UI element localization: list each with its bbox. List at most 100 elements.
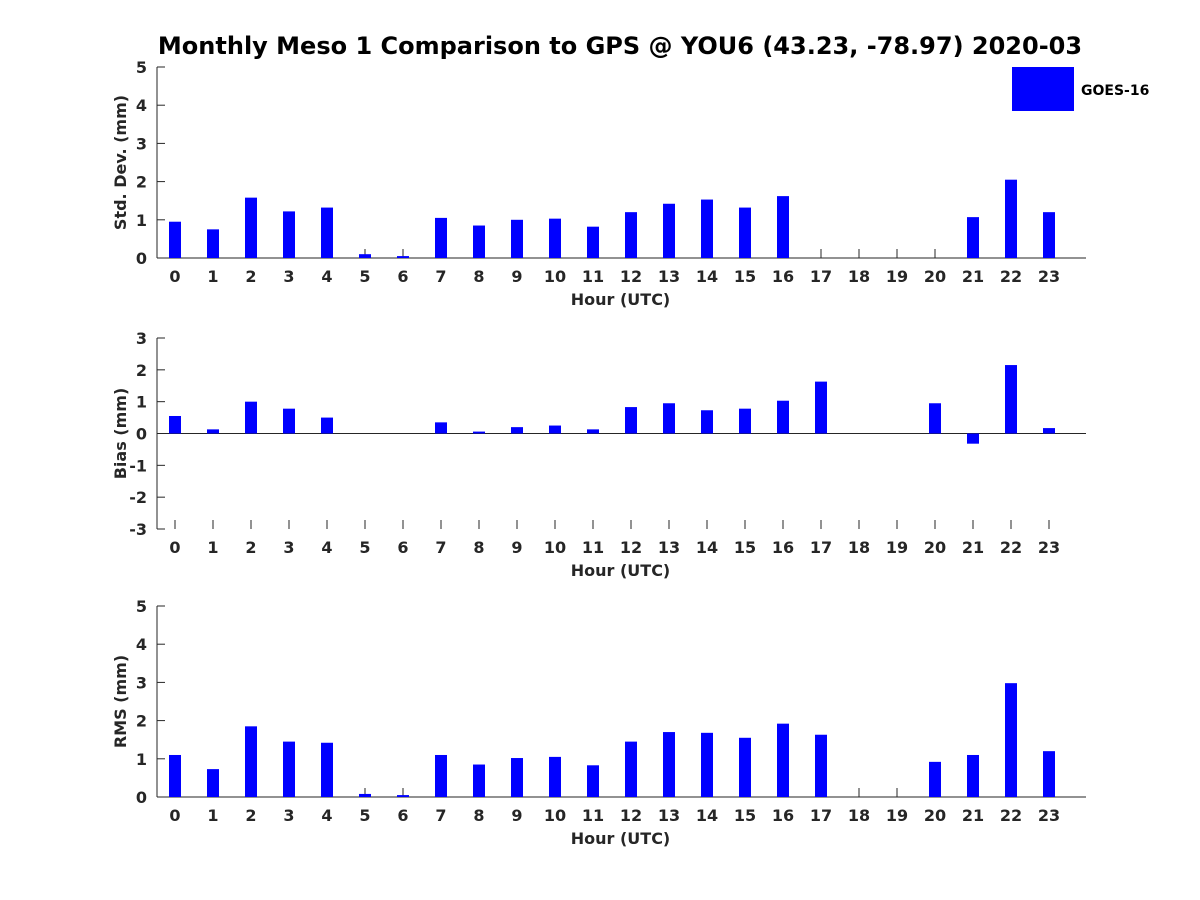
bias-x-tick-label: 18	[848, 538, 870, 557]
rms-bar-11	[587, 765, 599, 797]
bias-bar-8	[473, 431, 485, 434]
rms-bar-3	[283, 741, 295, 797]
legend: GOES-16	[1012, 67, 1149, 111]
std-x-tick-label: 11	[582, 267, 604, 286]
rms-bar-22	[1005, 683, 1017, 797]
std-bar-0	[169, 221, 181, 258]
bias-x-tick-label: 11	[582, 538, 604, 557]
std-bar-2	[245, 197, 257, 258]
rms-bar-9	[511, 758, 523, 797]
std-bar-1	[207, 229, 219, 258]
bias-x-tick-label: 23	[1038, 538, 1060, 557]
std-x-tick-label: 10	[544, 267, 566, 286]
rms-bar-21	[967, 754, 979, 797]
bias-x-tick-label: 0	[169, 538, 180, 557]
std-x-tick-label: 2	[245, 267, 256, 286]
rms-x-tick-label: 9	[511, 806, 522, 825]
rms-x-tick-label: 12	[620, 806, 642, 825]
std-x-tick-label: 14	[696, 267, 718, 286]
std-x-tick-label: 0	[169, 267, 180, 286]
std-x-tick-label: 7	[435, 267, 446, 286]
rms-x-tick-label: 2	[245, 806, 256, 825]
rms-bar-8	[473, 764, 485, 797]
std-bar-5	[359, 254, 371, 258]
std-bar-23	[1043, 212, 1055, 258]
bias-bar-21	[967, 433, 979, 444]
std-bar-21	[967, 217, 979, 258]
rms-x-tick-label: 4	[321, 806, 332, 825]
std-x-tick-label: 9	[511, 267, 522, 286]
bias-x-tick-label: 19	[886, 538, 908, 557]
std-y-tick-label: 5	[136, 58, 147, 77]
bias-bar-0	[169, 415, 181, 434]
std-bar-3	[283, 211, 295, 258]
bias-x-tick-label: 8	[473, 538, 484, 557]
bias-x-tick-label: 20	[924, 538, 946, 557]
rms-y-tick-label: 5	[136, 597, 147, 616]
rms-x-tick-label: 0	[169, 806, 180, 825]
std-x-tick-label: 12	[620, 267, 642, 286]
bias-x-tick-label: 15	[734, 538, 756, 557]
rms-bar-12	[625, 741, 637, 797]
rms-y-tick-label: 4	[136, 635, 147, 654]
bias-x-tick-label: 9	[511, 538, 522, 557]
rms-y-tick-label: 3	[136, 673, 147, 692]
std-bar-15	[739, 207, 751, 258]
rms-bar-7	[435, 754, 447, 797]
bias-bar-1	[207, 429, 219, 434]
std-y-tick-label: 2	[136, 173, 147, 192]
std-bar-9	[511, 219, 523, 258]
std-x-tick-label: 22	[1000, 267, 1022, 286]
legend-swatch	[1012, 67, 1074, 111]
std-x-tick-label: 21	[962, 267, 984, 286]
rms-x-tick-label: 5	[359, 806, 370, 825]
chart-title: Monthly Meso 1 Comparison to GPS @ YOU6 …	[158, 32, 1082, 60]
std-bar-16	[777, 196, 789, 258]
bias-bar-4	[321, 417, 333, 434]
rms-x-tick-label: 10	[544, 806, 566, 825]
bias-x-tick-label: 12	[620, 538, 642, 557]
std-bar-13	[663, 203, 675, 258]
bias-y-tick-label: -3	[129, 520, 147, 539]
std-bar-4	[321, 207, 333, 258]
rms-bar-10	[549, 756, 561, 797]
rms-x-tick-label: 14	[696, 806, 718, 825]
rms-bar-20	[929, 761, 941, 797]
bias-x-tick-label: 16	[772, 538, 794, 557]
std-x-tick-label: 23	[1038, 267, 1060, 286]
bias-y-tick-label: -2	[129, 488, 147, 507]
bias-x-tick-label: 6	[397, 538, 408, 557]
bias-x-tick-label: 1	[207, 538, 218, 557]
std-y-tick-label: 4	[136, 96, 147, 115]
rms-bar-1	[207, 769, 219, 797]
std-y-tick-label: 0	[136, 249, 147, 268]
rms-x-tick-label: 11	[582, 806, 604, 825]
std-bar-6	[397, 256, 409, 258]
bias-bar-7	[435, 422, 447, 434]
std-bar-11	[587, 226, 599, 258]
rms-x-tick-label: 19	[886, 806, 908, 825]
rms-x-tick-label: 3	[283, 806, 294, 825]
bias-bar-23	[1043, 428, 1055, 434]
bias-y-tick-label: 0	[136, 425, 147, 444]
rms-y-tick-label: 2	[136, 712, 147, 731]
bias-x-tick-label: 7	[435, 538, 446, 557]
std-x-tick-label: 13	[658, 267, 680, 286]
bias-bar-10	[549, 425, 561, 434]
rms-y-label: RMS (mm)	[111, 655, 130, 748]
bias-x-tick-label: 2	[245, 538, 256, 557]
rms-x-label: Hour (UTC)	[571, 829, 671, 848]
std-bar-7	[435, 217, 447, 258]
std-bar-12	[625, 212, 637, 258]
std-x-tick-label: 4	[321, 267, 332, 286]
rms-bar-4	[321, 742, 333, 797]
bias-bar-9	[511, 427, 523, 434]
legend-label: GOES-16	[1081, 83, 1149, 99]
bias-bar-15	[739, 408, 751, 434]
bias-x-tick-label: 13	[658, 538, 680, 557]
bias-bar-13	[663, 403, 675, 434]
bias-x-tick-label: 22	[1000, 538, 1022, 557]
